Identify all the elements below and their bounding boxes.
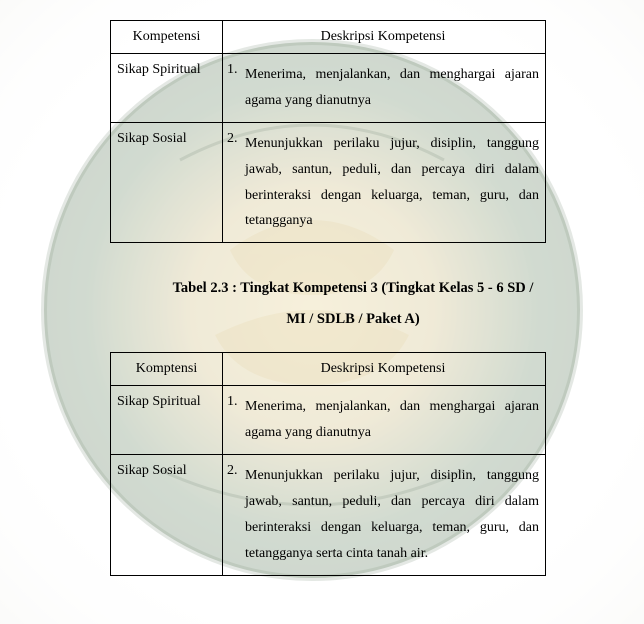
row-label: Sikap Sosial bbox=[111, 122, 223, 243]
table-row: Sikap Sosial 2. Menunjukkan perilaku juj… bbox=[111, 455, 546, 576]
table-header-right: Deskripsi Kompetensi bbox=[223, 21, 546, 54]
row-desc: Menunjukkan perilaku jujur, disiplin, ta… bbox=[245, 131, 539, 235]
table-row: Kompetensi Deskripsi Kompetensi bbox=[111, 21, 546, 54]
desc-wrapper: 1. Menerima, menjalankan, dan menghargai… bbox=[227, 62, 539, 114]
table-row: Sikap Spiritual 1. Menerima, menjalankan… bbox=[111, 54, 546, 123]
row-label: Sikap Sosial bbox=[111, 455, 223, 576]
row-desc-cell: 1. Menerima, menjalankan, dan menghargai… bbox=[223, 386, 546, 455]
row-label: Sikap Spiritual bbox=[111, 54, 223, 123]
table-caption: Tabel 2.3 : Tingkat Kompetensi 3 (Tingka… bbox=[110, 273, 596, 334]
row-label: Sikap Spiritual bbox=[111, 386, 223, 455]
table-row: Sikap Sosial 2. Menunjukkan perilaku juj… bbox=[111, 122, 546, 243]
table-row: Sikap Spiritual 1. Menerima, menjalankan… bbox=[111, 386, 546, 455]
table-header-right: Deskripsi Kompetensi bbox=[223, 353, 546, 386]
table-kompetensi-2: Komptensi Deskripsi Kompetensi Sikap Spi… bbox=[110, 352, 546, 575]
row-desc-cell: 2. Menunjukkan perilaku jujur, disiplin,… bbox=[223, 455, 546, 576]
row-number: 1. bbox=[227, 394, 245, 410]
caption-line-1: Tabel 2.3 : Tingkat Kompetensi 3 (Tingka… bbox=[173, 280, 534, 296]
page-content: Kompetensi Deskripsi Kompetensi Sikap Sp… bbox=[0, 0, 644, 596]
row-number: 2. bbox=[227, 463, 245, 479]
row-number: 2. bbox=[227, 131, 245, 147]
desc-wrapper: 2. Menunjukkan perilaku jujur, disiplin,… bbox=[227, 463, 539, 567]
row-desc: Menerima, menjalankan, dan menghargai aj… bbox=[245, 62, 539, 114]
caption-line-2: MI / SDLB / Paket A) bbox=[286, 311, 419, 327]
row-desc-cell: 1. Menerima, menjalankan, dan menghargai… bbox=[223, 54, 546, 123]
desc-wrapper: 2. Menunjukkan perilaku jujur, disiplin,… bbox=[227, 131, 539, 235]
desc-wrapper: 1. Menerima, menjalankan, dan menghargai… bbox=[227, 394, 539, 446]
table-header-left: Kompetensi bbox=[111, 21, 223, 54]
row-desc: Menerima, menjalankan, dan menghargai aj… bbox=[245, 394, 539, 446]
table-kompetensi-1: Kompetensi Deskripsi Kompetensi Sikap Sp… bbox=[110, 20, 546, 243]
table-header-left: Komptensi bbox=[111, 353, 223, 386]
table-row: Komptensi Deskripsi Kompetensi bbox=[111, 353, 546, 386]
row-number: 1. bbox=[227, 62, 245, 78]
row-desc: Menunjukkan perilaku jujur, disiplin, ta… bbox=[245, 463, 539, 567]
row-desc-cell: 2. Menunjukkan perilaku jujur, disiplin,… bbox=[223, 122, 546, 243]
